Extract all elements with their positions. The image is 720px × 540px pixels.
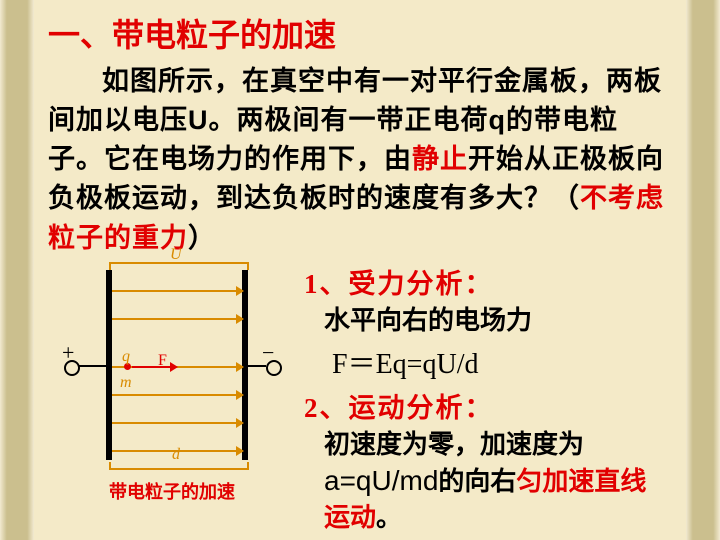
para-t5: ） [188, 223, 216, 253]
slide-content: 一、带电粒子的加速 如图所示，在真空中有一对平行金属板，两板间加以电压U。两极间… [34, 0, 686, 540]
label-U: U [170, 246, 182, 264]
capacitor-diagram: U q m F + − d [62, 262, 282, 472]
formula-1: F＝Eq=qU/d [332, 342, 672, 382]
para-u: U [188, 105, 209, 135]
analysis-head-2: 2、运动分析： [304, 386, 672, 425]
slide-title: 一、带电粒子的加速 [48, 10, 672, 56]
left-side-band [0, 0, 34, 540]
sign-minus: − [262, 340, 274, 366]
right-side-band [686, 0, 720, 540]
field-line [112, 394, 242, 396]
analysis-body-2: 初速度为零，加速度为 a=qU/md的向右匀加速直线运动。 [324, 427, 672, 535]
diagram-wrapper: U q m F + − d 带电粒子的加速 [48, 262, 296, 539]
para-t2: 。两极间有一带正电荷 [209, 105, 489, 135]
lower-row: U q m F + − d 带电粒子的加速 1、受力分 [48, 262, 672, 539]
wire-left [78, 365, 106, 367]
body2b: 的向右 [438, 467, 516, 496]
sign-plus: + [62, 340, 74, 366]
body2d: 。 [376, 503, 402, 532]
analysis-head-1: 1、受力分析： [304, 262, 672, 301]
analysis-body-1: 水平向右的电场力 [324, 303, 672, 338]
para-rest: 静止 [412, 144, 468, 174]
field-line [112, 290, 242, 292]
label-d: d [172, 446, 180, 464]
field-line [112, 318, 242, 320]
label-m: m [120, 374, 132, 392]
force-arrow [132, 366, 176, 368]
problem-paragraph: 如图所示，在真空中有一对平行金属板，两板间加以电压U。两极间有一带正电荷q的带电… [48, 62, 672, 258]
label-q: q [122, 348, 130, 366]
field-line [112, 422, 242, 424]
diagram-caption: 带电粒子的加速 [48, 478, 296, 504]
body2a: 初速度为零，加速度为 [324, 430, 584, 459]
analysis-panel: 1、受力分析： 水平向右的电场力 F＝Eq=qU/d 2、运动分析： 初速度为零… [296, 262, 672, 539]
plate-left [106, 270, 112, 460]
para-q: q [489, 105, 507, 135]
label-F: F [158, 352, 167, 370]
formula-2: a=qU/md [324, 465, 438, 496]
